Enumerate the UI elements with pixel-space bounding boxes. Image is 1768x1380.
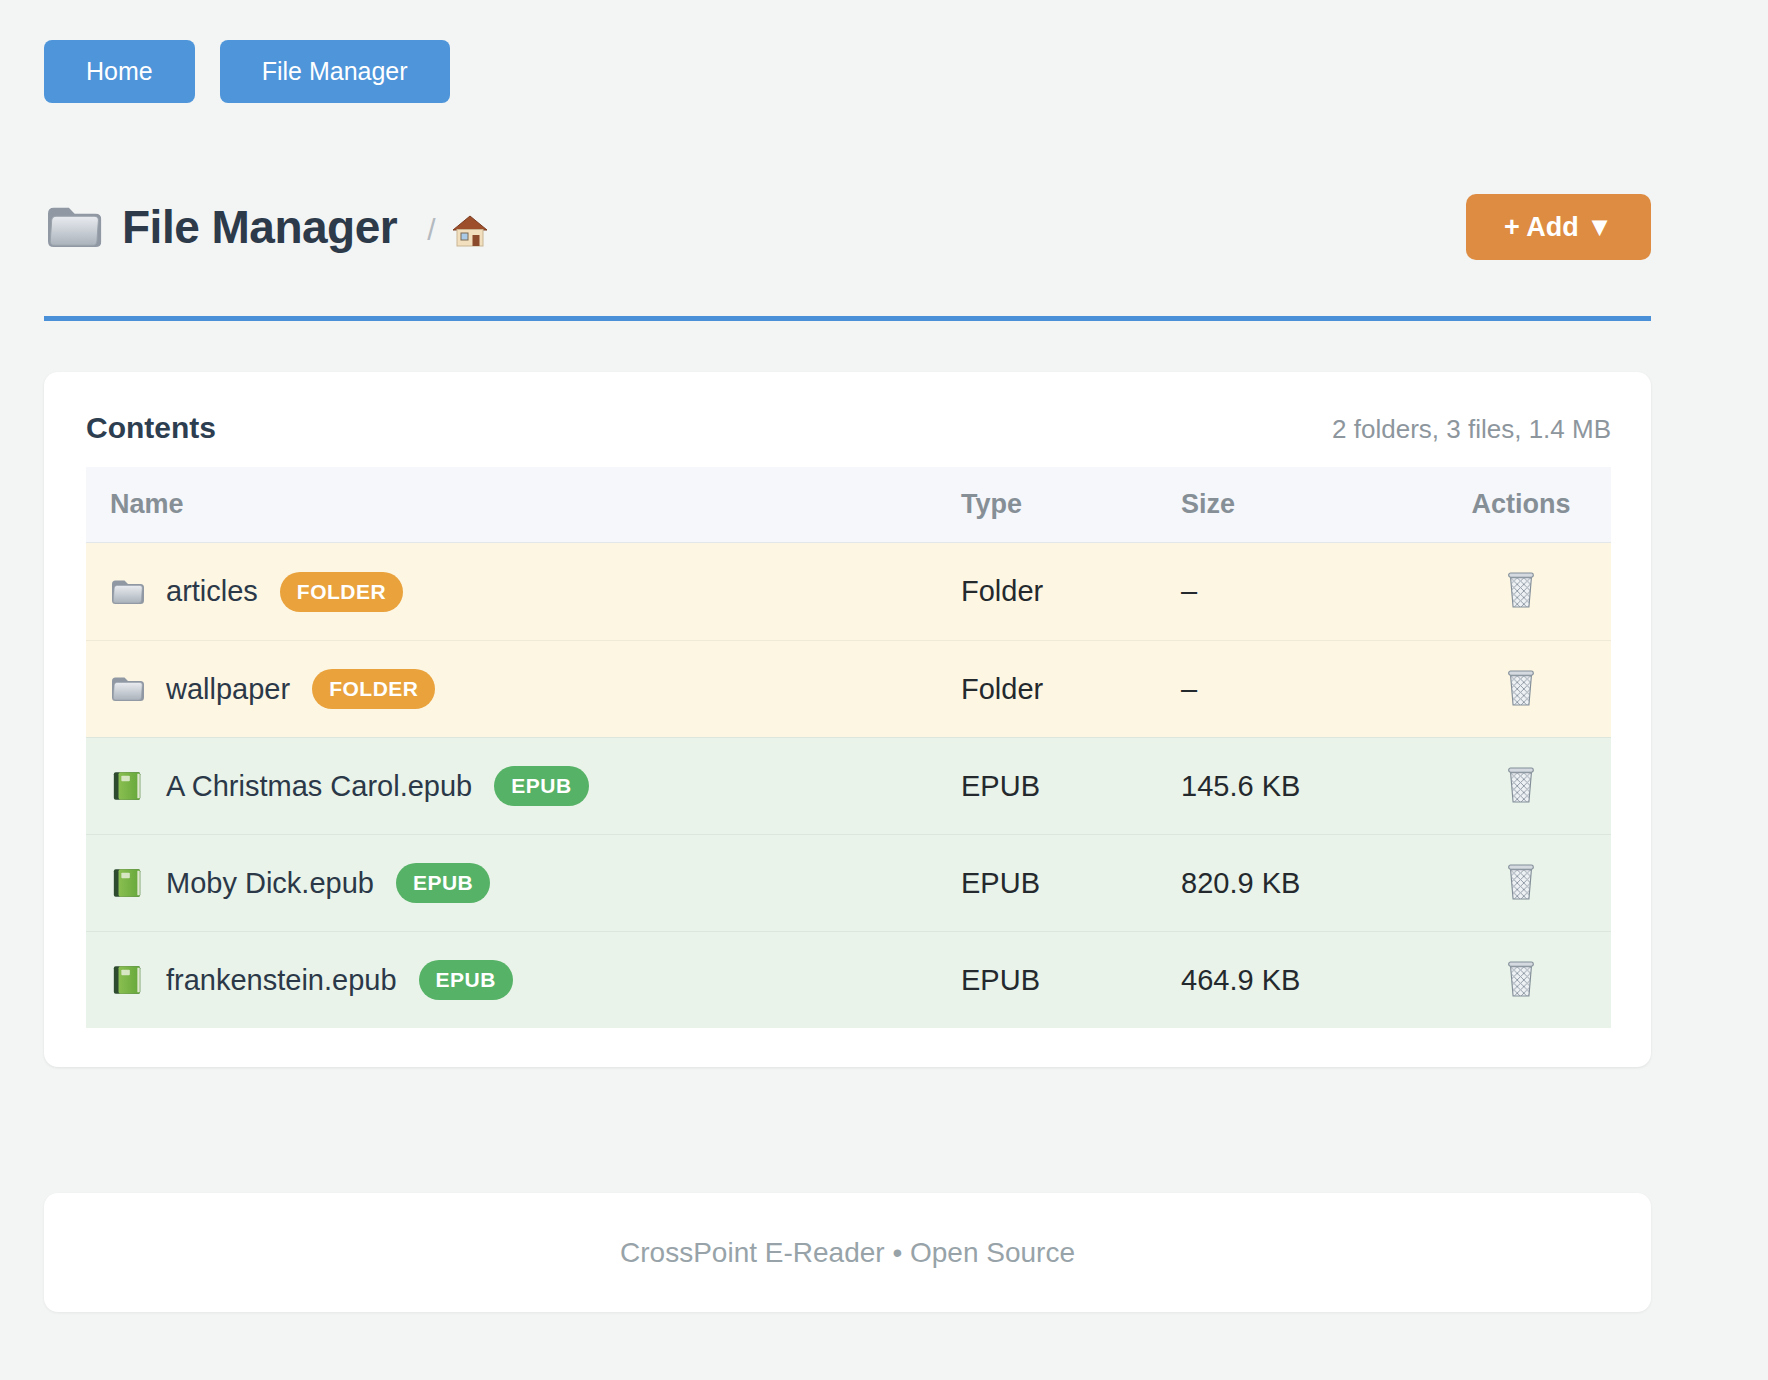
folder-badge: FOLDER [280,572,403,612]
name-cell: frankenstein.epub EPUB [86,960,961,1000]
page-header: File Manager / + Add ▼ [44,191,1651,263]
page: Home File Manager File Manager / + Add ▼… [0,0,1768,1312]
breadcrumb-separator: / [427,213,435,247]
contents-title: Contents [86,410,216,446]
file-name: Moby Dick.epub [166,867,374,900]
actions-cell [1431,762,1611,811]
table-row-frankenstein[interactable]: frankenstein.epub EPUB EPUB 464.9 KB [86,931,1611,1028]
trash-icon [1504,695,1538,710]
table-row-christmas-carol[interactable]: A Christmas Carol.epub EPUB EPUB 145.6 K… [86,737,1611,834]
add-button[interactable]: + Add ▼ [1466,194,1651,260]
type-cell: EPUB [961,770,1181,803]
actions-cell [1431,956,1611,1005]
file-table: Name Type Size Actions articles FOLDER F… [86,467,1611,1028]
trash-icon [1504,986,1538,1001]
actions-cell [1431,665,1611,714]
name-cell: A Christmas Carol.epub EPUB [86,766,961,806]
size-cell: 820.9 KB [1181,867,1431,900]
footer-card: CrossPoint E-Reader • Open Source [44,1193,1651,1312]
size-cell: 145.6 KB [1181,770,1431,803]
type-cell: EPUB [961,867,1181,900]
file-manager-nav-button[interactable]: File Manager [220,40,450,103]
contents-summary: 2 folders, 3 files, 1.4 MB [1332,414,1611,445]
size-cell: – [1181,673,1431,706]
folder-icon [44,202,102,252]
trash-icon [1504,597,1538,612]
top-nav: Home File Manager [44,40,1651,103]
page-title: File Manager [122,200,397,254]
book-icon [110,964,144,996]
name-cell: wallpaper FOLDER [86,669,961,709]
epub-badge: EPUB [396,863,490,903]
size-cell: – [1181,575,1431,608]
folder-badge: FOLDER [312,669,435,709]
type-cell: EPUB [961,964,1181,997]
epub-badge: EPUB [494,766,588,806]
name-cell: Moby Dick.epub EPUB [86,863,961,903]
trash-icon [1504,889,1538,904]
delete-button[interactable] [1500,762,1542,808]
delete-button[interactable] [1500,567,1542,613]
column-header-name: Name [86,489,961,520]
folder-icon [110,673,144,705]
epub-badge: EPUB [419,960,513,1000]
folder-icon [110,576,144,608]
table-row-wallpaper[interactable]: wallpaper FOLDER Folder – [86,640,1611,737]
actions-cell [1431,859,1611,908]
breadcrumb-home-link[interactable] [452,214,488,248]
table-header: Name Type Size Actions [86,467,1611,543]
home-nav-button[interactable]: Home [44,40,195,103]
type-cell: Folder [961,673,1181,706]
column-header-actions: Actions [1431,489,1611,520]
actions-cell [1431,567,1611,616]
contents-card: Contents 2 folders, 3 files, 1.4 MB Name… [44,372,1651,1067]
file-name: articles [166,575,258,608]
table-row-moby-dick[interactable]: Moby Dick.epub EPUB EPUB 820.9 KB [86,834,1611,931]
file-name: A Christmas Carol.epub [166,770,472,803]
size-cell: 464.9 KB [1181,964,1431,997]
contents-card-header: Contents 2 folders, 3 files, 1.4 MB [86,410,1611,446]
delete-button[interactable] [1500,859,1542,905]
column-header-size: Size [1181,489,1431,520]
book-icon [110,770,144,802]
divider [44,316,1651,321]
file-name: wallpaper [166,673,290,706]
table-row-articles[interactable]: articles FOLDER Folder – [86,543,1611,640]
delete-button[interactable] [1500,665,1542,711]
footer-text: CrossPoint E-Reader • Open Source [620,1237,1075,1269]
type-cell: Folder [961,575,1181,608]
file-name: frankenstein.epub [166,964,397,997]
trash-icon [1504,792,1538,807]
house-icon [452,236,488,251]
column-header-type: Type [961,489,1181,520]
name-cell: articles FOLDER [86,572,961,612]
book-icon [110,867,144,899]
delete-button[interactable] [1500,956,1542,1002]
title-group: File Manager / [44,200,488,254]
